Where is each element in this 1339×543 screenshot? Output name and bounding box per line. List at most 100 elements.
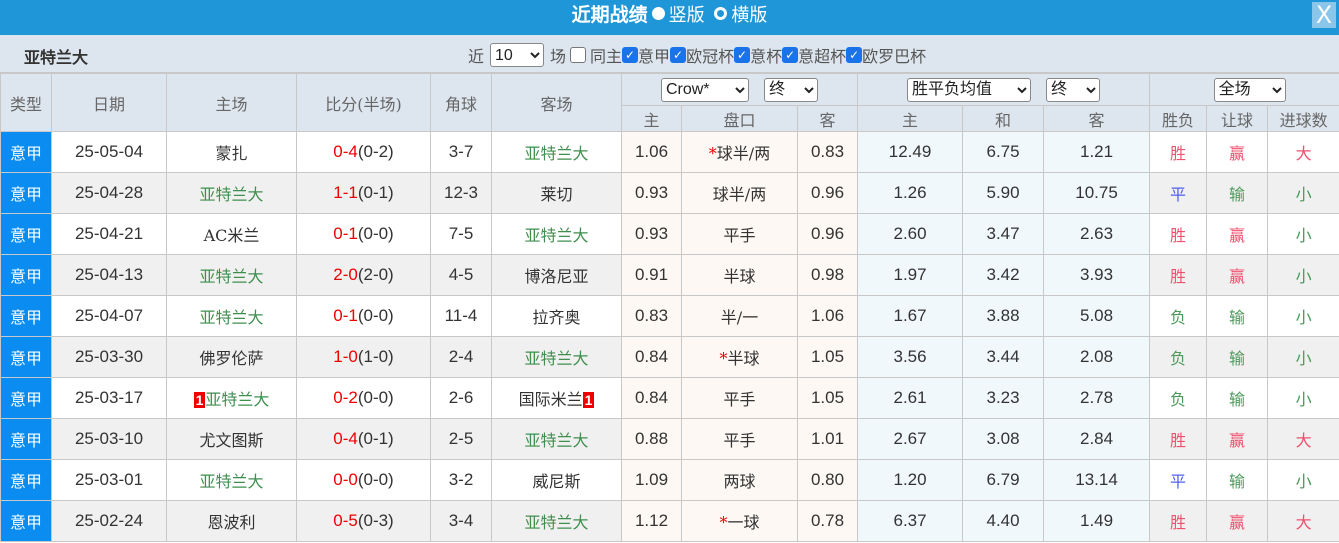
same-home-checkbox[interactable] bbox=[570, 47, 587, 63]
close-button[interactable]: X bbox=[1312, 2, 1336, 28]
home-team[interactable]: 亚特兰大 bbox=[166, 459, 297, 501]
away-team-name[interactable]: 莱切 bbox=[540, 185, 573, 204]
away-team[interactable]: 亚特兰大 bbox=[491, 418, 622, 460]
score[interactable]: 1-1(0-1) bbox=[296, 172, 431, 214]
half-score: (0-0) bbox=[357, 388, 394, 407]
final-select-2[interactable]: 终 bbox=[1046, 77, 1101, 102]
away-team-name[interactable]: 国际米兰 bbox=[518, 390, 583, 409]
score[interactable]: 2-0(2-0) bbox=[296, 254, 431, 296]
radio-vertical-label[interactable]: 竖版 bbox=[668, 5, 705, 26]
table-row: 意甲 25-04-21 AC米兰 0-1(0-0) 7-5 亚特兰大 0.93 … bbox=[0, 213, 1339, 255]
away-team-name[interactable]: 威尼斯 bbox=[532, 472, 581, 491]
europe-home-odds: 1.97 bbox=[857, 254, 964, 296]
final-select-1[interactable]: 终 bbox=[764, 77, 819, 102]
away-team[interactable]: 拉齐奥 bbox=[491, 295, 622, 337]
away-team-name[interactable]: 拉齐奥 bbox=[532, 308, 581, 327]
home-team[interactable]: 佛罗伦萨 bbox=[166, 336, 297, 378]
away-team[interactable]: 亚特兰大 bbox=[491, 500, 622, 542]
home-team-name[interactable]: 亚特兰大 bbox=[199, 472, 264, 491]
away-team-name[interactable]: 亚特兰大 bbox=[524, 144, 589, 163]
handicap-line: 平手 bbox=[681, 377, 798, 419]
home-team[interactable]: 亚特兰大 bbox=[166, 254, 297, 296]
score[interactable]: 0-5(0-3) bbox=[296, 500, 431, 542]
company-select[interactable]: Crow* bbox=[660, 77, 749, 102]
home-team[interactable]: 尤文图斯 bbox=[166, 418, 297, 460]
europe-draw-odds: 3.47 bbox=[962, 213, 1045, 255]
home-team-name[interactable]: 蒙扎 bbox=[215, 144, 248, 163]
half-score: (0-1) bbox=[357, 183, 394, 202]
same-home-label: 同主 bbox=[590, 47, 623, 66]
europe-home-odds: 1.26 bbox=[857, 172, 964, 214]
league-checkbox[interactable]: ✓ bbox=[622, 47, 639, 63]
score[interactable]: 0-2(0-0) bbox=[296, 377, 431, 419]
match-type[interactable]: 意甲 bbox=[0, 500, 52, 542]
radio-horizontal[interactable] bbox=[714, 7, 728, 20]
away-team-name[interactable]: 亚特兰大 bbox=[524, 349, 589, 368]
match-type[interactable]: 意甲 bbox=[0, 254, 52, 296]
league-checkbox[interactable]: ✓ bbox=[846, 47, 863, 63]
handicap-home-odds: 0.93 bbox=[621, 213, 682, 255]
home-team-name[interactable]: 亚特兰大 bbox=[199, 185, 264, 204]
score[interactable]: 0-1(0-0) bbox=[296, 213, 431, 255]
home-team-name[interactable]: 亚特兰大 bbox=[205, 390, 270, 409]
league-checkbox[interactable]: ✓ bbox=[782, 47, 799, 63]
home-team-name[interactable]: 佛罗伦萨 bbox=[199, 349, 264, 368]
away-team[interactable]: 国际米兰 1 bbox=[491, 377, 622, 419]
home-team-name[interactable]: 亚特兰大 bbox=[199, 267, 264, 286]
match-type[interactable]: 意甲 bbox=[0, 213, 52, 255]
score[interactable]: 0-4(0-1) bbox=[296, 418, 431, 460]
handicap-controls: Crow* 终 bbox=[620, 73, 859, 106]
home-team-name[interactable]: AC米兰 bbox=[203, 226, 260, 245]
home-team-name[interactable]: 恩波利 bbox=[207, 513, 256, 532]
league-checkbox[interactable]: ✓ bbox=[734, 47, 751, 63]
score[interactable]: 1-0(1-0) bbox=[296, 336, 431, 378]
col-h-away: 客 bbox=[796, 105, 859, 132]
match-type[interactable]: 意甲 bbox=[0, 131, 52, 173]
half-score: (2-0) bbox=[357, 265, 394, 284]
match-type[interactable]: 意甲 bbox=[0, 172, 52, 214]
odds-type-select[interactable]: 胜平负均值 bbox=[907, 77, 1031, 102]
home-team[interactable]: AC米兰 bbox=[166, 213, 297, 255]
match-type[interactable]: 意甲 bbox=[0, 295, 52, 337]
half-score: (0-2) bbox=[357, 142, 394, 161]
score[interactable]: 0-0(0-0) bbox=[296, 459, 431, 501]
home-team[interactable]: 亚特兰大 bbox=[166, 295, 297, 337]
scope-select[interactable]: 全场 bbox=[1213, 77, 1286, 102]
home-team[interactable]: 蒙扎 bbox=[166, 131, 297, 173]
league-label: 欧罗巴杯 bbox=[862, 47, 927, 66]
match-type[interactable]: 意甲 bbox=[0, 418, 52, 460]
count-select[interactable]: 10 bbox=[490, 43, 545, 67]
radio-vertical[interactable] bbox=[651, 7, 665, 20]
away-team-name[interactable]: 亚特兰大 bbox=[524, 513, 589, 532]
col-res-wl: 胜负 bbox=[1149, 105, 1208, 132]
corners: 12-3 bbox=[430, 172, 492, 214]
home-team[interactable]: 1 亚特兰大 bbox=[166, 377, 297, 419]
away-team-name[interactable]: 亚特兰大 bbox=[524, 226, 589, 245]
table-row: 意甲 25-02-24 恩波利 0-5(0-3) 3-4 亚特兰大 1.12 *… bbox=[0, 500, 1339, 542]
league-checkbox[interactable]: ✓ bbox=[670, 47, 687, 63]
home-team[interactable]: 恩波利 bbox=[166, 500, 297, 542]
score[interactable]: 0-1(0-0) bbox=[296, 295, 431, 337]
result-goals: 小 bbox=[1267, 295, 1339, 337]
away-team[interactable]: 亚特兰大 bbox=[491, 131, 622, 173]
handicap-line-text: 半/一 bbox=[720, 308, 759, 327]
match-type[interactable]: 意甲 bbox=[0, 459, 52, 501]
home-team-name[interactable]: 尤文图斯 bbox=[199, 431, 264, 450]
corners: 3-4 bbox=[430, 500, 492, 542]
home-team[interactable]: 亚特兰大 bbox=[166, 172, 297, 214]
away-team[interactable]: 亚特兰大 bbox=[491, 336, 622, 378]
away-team-name[interactable]: 亚特兰大 bbox=[524, 431, 589, 450]
match-type[interactable]: 意甲 bbox=[0, 336, 52, 378]
handicap-line: *一球 bbox=[681, 500, 798, 542]
home-team-name[interactable]: 亚特兰大 bbox=[199, 308, 264, 327]
radio-horizontal-label[interactable]: 横版 bbox=[731, 5, 768, 26]
away-team-name[interactable]: 博洛尼亚 bbox=[524, 267, 589, 286]
away-team[interactable]: 莱切 bbox=[491, 172, 622, 214]
away-team[interactable]: 亚特兰大 bbox=[491, 213, 622, 255]
red-card-badge: 1 bbox=[193, 392, 206, 408]
europe-away-odds: 5.08 bbox=[1043, 295, 1151, 337]
away-team[interactable]: 威尼斯 bbox=[491, 459, 622, 501]
match-type[interactable]: 意甲 bbox=[0, 377, 52, 419]
score[interactable]: 0-4(0-2) bbox=[296, 131, 431, 173]
away-team[interactable]: 博洛尼亚 bbox=[491, 254, 622, 296]
